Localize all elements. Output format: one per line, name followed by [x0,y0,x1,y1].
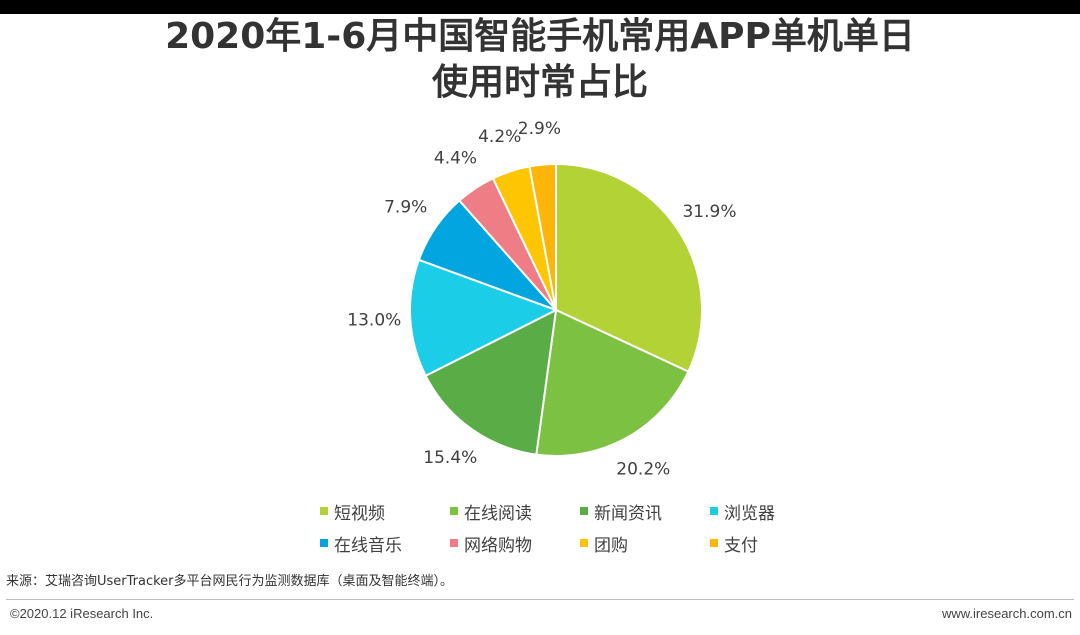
legend: 短视频 在线阅读 新闻资讯 浏览器 在线音乐 网络购物 [320,500,840,556]
source-note: 来源：艾瑞咨询UserTracker多平台网民行为监测数据库（桌面及智能终端）。 [6,574,454,589]
legend-label: 浏览器 [724,503,775,524]
legend-swatch [320,539,328,547]
legend-label: 支付 [724,535,758,556]
legend-label: 网络购物 [464,535,532,556]
legend-item-online-reading: 在线阅读 [450,500,580,524]
pie-label-short-video: 31.9% [682,202,736,222]
pie-label-online-reading: 20.2% [616,460,670,480]
legend-item-online-shopping: 网络购物 [450,532,580,556]
legend-swatch [580,507,588,515]
legend-swatch [320,507,328,515]
pie-slice-short-video [555,162,703,373]
legend-swatch [450,507,458,515]
chart-title: 2020年1-6月中国智能手机常用APP单机单日 使用时常占比 [90,14,990,106]
legend-item-online-music: 在线音乐 [320,532,450,556]
legend-swatch [710,507,718,515]
legend-item-short-video: 短视频 [320,500,450,524]
legend-label: 新闻资讯 [594,503,662,524]
legend-item-browser: 浏览器 [710,500,840,524]
pie-label-browser: 13.0% [347,311,401,331]
chart-title-line-1: 2020年1-6月中国智能手机常用APP单机单日 [165,16,915,57]
legend-swatch [710,539,718,547]
legend-item-news: 新闻资讯 [580,500,710,524]
pie-slice-payment [528,162,557,311]
pie-label-payment: 2.9% [518,119,561,139]
copyright: ©2020.12 iResearch Inc. [10,606,154,621]
pie-label-group-buying: 4.2% [478,127,521,147]
legend-item-group-buying: 团购 [580,532,710,556]
legend-label: 在线阅读 [464,503,532,524]
pie-labels: 31.9% 20.2% 15.4% 13.0% 7.9% 4.4%4.2%2.9% [347,119,736,480]
pie-slice-news [424,308,558,456]
pie-slice-browser [409,258,559,378]
report-card: 2020年1-6月中国智能手机常用APP单机单日 使用时常占比 31.9% 20.… [0,14,1080,635]
pie-label-news: 15.4% [423,448,477,468]
legend-swatch [450,539,458,547]
footer-divider [6,599,1074,600]
pie-label-online-music: 7.9% [384,197,427,217]
legend-label: 在线音乐 [334,535,402,556]
legend-item-payment: 支付 [710,532,840,556]
legend-swatch [580,539,588,547]
pie-slices [409,162,703,458]
pie-chart: 31.9% 20.2% 15.4% 13.0% 7.9% 4.4%4.2%2.9% [347,119,736,480]
legend-label: 团购 [594,535,628,556]
website-link[interactable]: www.iresearch.com.cn [941,606,1072,621]
legend-label: 短视频 [334,503,385,524]
pie-label-online-shopping: 4.4% [434,148,477,168]
pie-slice-online-reading [535,308,690,458]
chart-title-line-2: 使用时常占比 [431,62,648,103]
